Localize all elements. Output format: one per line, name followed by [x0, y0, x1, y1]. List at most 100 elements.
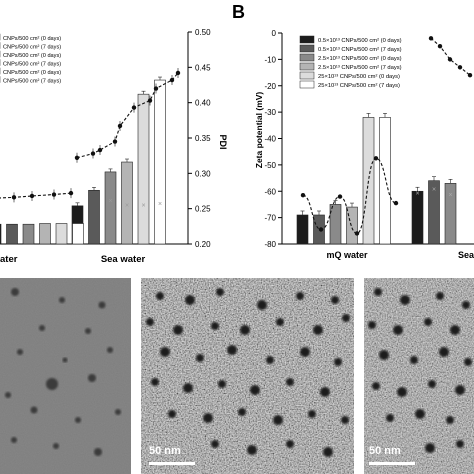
panel-b-bars: × × ×	[296, 113, 457, 245]
particle	[151, 378, 159, 386]
tem-image-1	[0, 278, 131, 474]
pdi-fit-line	[76, 72, 179, 159]
particle	[94, 448, 102, 456]
zeta-point	[354, 231, 360, 236]
particle	[173, 325, 183, 335]
panel-b-category-label: Sea	[458, 250, 474, 260]
particle	[168, 410, 176, 418]
particle	[5, 392, 11, 398]
legend-label: 25×10¹³ CNPs/500 cm² (7 days)	[318, 83, 400, 89]
particle	[250, 385, 260, 395]
particle	[238, 408, 246, 416]
bar	[346, 206, 358, 245]
bar-marker: ×	[432, 187, 436, 194]
legend-swatch	[299, 62, 315, 71]
y2-tick-label: 0.35	[195, 134, 211, 143]
particle	[107, 347, 113, 353]
particle	[300, 347, 310, 357]
legend-label: 2.5×10¹³ CNPs/500 cm² (7 days)	[318, 65, 402, 71]
bar	[39, 223, 51, 245]
particle	[436, 292, 444, 300]
scale-bar-label: 50 nm	[369, 445, 401, 457]
legend-label: CNPs/500 cm² (7 days)	[3, 45, 61, 51]
panel-a-bars: × × × ×	[0, 76, 166, 245]
scale-bar-label: 50 nm	[149, 445, 181, 457]
particle	[286, 440, 294, 448]
legend-label: 0.5×10¹³ CNPs/500 cm² (0 days)	[318, 38, 402, 44]
legend-swatch	[299, 44, 315, 53]
y2-tick-label: 0.25	[195, 205, 211, 214]
panel-a-chart: 0.20 0.25 0.30 0.35 0.40 0.45 0.50 × × × × CNPs/5…	[0, 28, 228, 265]
y2-tick-label: 0.50	[195, 28, 211, 37]
particle	[425, 443, 435, 453]
particle	[62, 357, 68, 363]
particle	[216, 288, 224, 296]
zeta-point	[373, 156, 379, 161]
legend-label: 0.5×10¹³ CNPs/500 cm² (7 days)	[318, 47, 402, 53]
bar-marker: ×	[158, 201, 162, 208]
particle	[146, 318, 154, 326]
tem-image-2-particles	[146, 288, 350, 457]
legend-swatch	[299, 80, 315, 89]
legend-label: 2.5×10¹³ CNPs/500 cm² (0 days)	[318, 56, 402, 62]
legend-label: 25×10¹³ CNPs/500 cm² (0 days)	[318, 74, 400, 80]
zeta-point	[337, 194, 343, 199]
zeta-point	[318, 227, 324, 232]
particle	[455, 385, 465, 395]
y-tick-label: -70	[264, 214, 276, 223]
bar-marker: ×	[415, 191, 419, 198]
tem-image-1-particles	[5, 288, 121, 456]
particle	[320, 387, 330, 397]
particle	[410, 356, 418, 364]
bar	[104, 171, 117, 245]
particle	[156, 292, 164, 300]
particle	[462, 301, 470, 309]
particle	[393, 325, 403, 335]
bar-marker: ×	[108, 198, 112, 205]
legend-swatch	[299, 71, 315, 80]
particle	[115, 409, 121, 415]
particle	[46, 378, 58, 390]
particle	[185, 295, 195, 305]
legend-label: CNPs/500 cm² (7 days)	[3, 79, 61, 85]
particle	[227, 345, 237, 355]
particle	[374, 288, 382, 296]
particle	[439, 347, 449, 357]
y2-tick-label: 0.20	[195, 240, 211, 249]
particle	[368, 321, 376, 329]
zeta-fit-line	[302, 157, 397, 235]
particle	[211, 440, 219, 448]
particle	[75, 417, 81, 423]
tem-image-3: 50 nm	[364, 278, 474, 474]
particle	[334, 358, 342, 366]
bar	[296, 214, 309, 245]
y-tick-label: -80	[264, 240, 276, 249]
legend-swatch	[299, 35, 315, 44]
particle	[428, 380, 436, 388]
scale-bar	[369, 462, 415, 465]
particle	[464, 358, 472, 366]
particle	[341, 416, 349, 424]
panel-a-category-label: ater	[0, 254, 18, 265]
y-tick-label: -30	[264, 108, 276, 117]
particle	[247, 445, 257, 455]
particle	[88, 374, 96, 382]
particle	[424, 318, 432, 326]
particle	[308, 410, 316, 418]
y2-tick-label: 0.30	[195, 169, 211, 178]
bar-marker: ×	[448, 192, 452, 199]
bar	[72, 223, 84, 245]
bar	[88, 189, 100, 245]
panel-a-y2-axis-label: PDI	[218, 134, 228, 149]
y2-tick-label: 0.45	[195, 63, 211, 72]
panel-a-category-label: Sea water	[101, 254, 146, 265]
y-tick-label: -50	[264, 161, 276, 170]
particle	[266, 356, 274, 364]
particle	[196, 354, 204, 362]
particle	[211, 322, 219, 330]
y-tick-label: -10	[264, 55, 276, 64]
panel-b-chart: B -80 -70 -60 -50 -40 -30 -20 -10 0 × × × 0.5×10¹³…	[232, 2, 474, 260]
y-tick-label: 0	[272, 29, 277, 38]
legend-swatch	[299, 53, 315, 62]
particle	[313, 325, 323, 335]
